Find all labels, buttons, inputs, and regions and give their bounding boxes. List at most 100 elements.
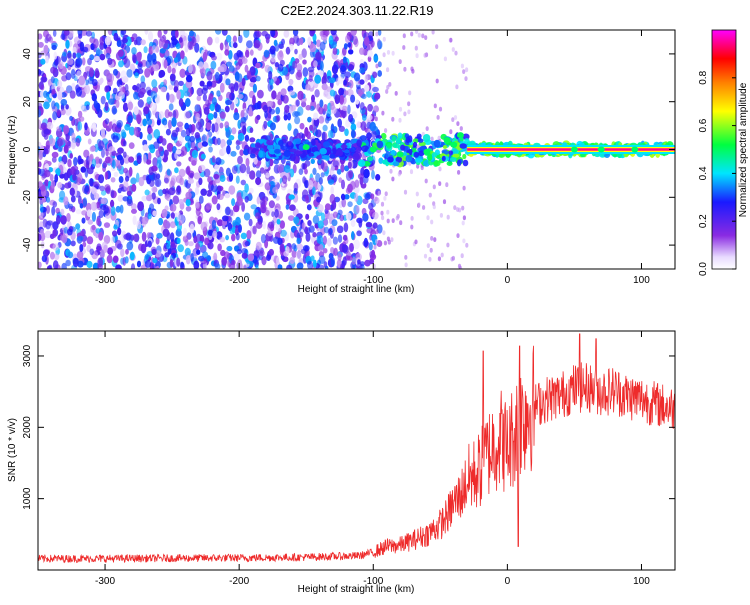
noise-cell [40, 76, 48, 83]
noise-cell [235, 175, 240, 184]
noise-cell [260, 233, 267, 244]
y-tick-label: -20 [22, 190, 33, 205]
noise-cell [164, 50, 170, 57]
signal-cell [405, 154, 413, 163]
noise-cell [346, 89, 354, 96]
noise-cell [176, 185, 181, 193]
noise-cell [200, 68, 206, 77]
noise-cell [253, 157, 258, 165]
noise-cell [386, 50, 391, 55]
noise-cell [42, 218, 48, 228]
noise-cell [234, 71, 240, 81]
noise-cell [315, 172, 321, 183]
noise-cell [321, 131, 326, 142]
noise-cell [153, 63, 160, 72]
noise-cell [171, 242, 177, 249]
noise-cell [367, 103, 373, 112]
noise-cell [403, 189, 408, 195]
noise-cell [276, 256, 280, 265]
noise-cell [348, 64, 355, 71]
noise-cell [147, 133, 153, 141]
noise-cell [225, 126, 232, 136]
noise-cell [246, 70, 252, 80]
noise-cell [171, 67, 176, 75]
noise-cell [99, 77, 104, 84]
noise-cell [46, 121, 54, 130]
noise-cell [226, 34, 232, 43]
noise-cell [357, 259, 361, 265]
noise-cell [212, 179, 217, 187]
signal-cell [358, 159, 366, 167]
noise-cell [236, 248, 242, 255]
noise-cell [296, 243, 304, 250]
noise-cell [359, 102, 365, 111]
noise-cell [194, 132, 200, 139]
noise-cell [147, 127, 154, 134]
noise-cell [60, 92, 67, 98]
noise-cell [252, 83, 257, 93]
noise-cell [342, 256, 347, 267]
noise-cell [224, 49, 230, 56]
noise-cell [126, 185, 133, 195]
snr-y-ticks: 1000 2000 3000 [22, 344, 675, 510]
noise-cell [384, 191, 388, 197]
noise-cell [89, 248, 95, 256]
noise-cell [267, 221, 274, 229]
noise-cell [386, 209, 390, 215]
noise-cell [310, 255, 315, 262]
noise-cell [371, 169, 375, 180]
noise-cell [410, 31, 414, 37]
noise-cell [322, 235, 327, 245]
noise-cell [340, 163, 345, 173]
noise-cell [161, 208, 168, 218]
noise-cell [403, 111, 407, 117]
noise-cell [456, 121, 460, 126]
noise-cell [104, 101, 109, 112]
noise-cell [252, 95, 256, 105]
x-tick-label: 100 [633, 275, 650, 286]
signal-peak [423, 148, 431, 155]
noise-cell [233, 42, 238, 49]
noise-cell [322, 124, 328, 132]
noise-cell [206, 71, 213, 81]
noise-cell [118, 60, 124, 68]
noise-cell [69, 153, 73, 159]
noise-cell [443, 56, 447, 62]
signal-cell [412, 141, 418, 148]
noise-cell [337, 76, 344, 84]
noise-cell [96, 218, 101, 226]
noise-cell [327, 179, 335, 185]
noise-cell [219, 111, 226, 119]
signal-cell [258, 150, 264, 158]
signal-cell [313, 151, 321, 156]
noise-cell [136, 260, 142, 268]
noise-cell [198, 177, 203, 186]
noise-cell [339, 65, 347, 75]
noise-cell [162, 228, 170, 237]
noise-cell [219, 42, 224, 51]
signal-cell [308, 152, 315, 157]
noise-cell [384, 128, 388, 133]
noise-cell [430, 236, 434, 241]
noise-cell [338, 177, 343, 183]
noise-cell [60, 208, 65, 216]
noise-cell [153, 129, 161, 139]
noise-cell [130, 177, 137, 185]
noise-cell [98, 140, 105, 150]
noise-cell [40, 58, 46, 65]
noise-cell [366, 49, 373, 58]
noise-cell [189, 135, 196, 143]
signal-cell [392, 161, 400, 167]
noise-cell [70, 140, 76, 150]
noise-cell [308, 75, 313, 82]
noise-cell [231, 127, 237, 135]
noise-cell [309, 124, 314, 131]
noise-cell [226, 61, 232, 67]
noise-cell [40, 122, 48, 130]
noise-cell [230, 150, 237, 157]
noise-cell [293, 216, 300, 225]
noise-cell [320, 35, 328, 41]
noise-cell [198, 255, 205, 262]
noise-cell [98, 231, 104, 241]
noise-cell [341, 197, 347, 208]
